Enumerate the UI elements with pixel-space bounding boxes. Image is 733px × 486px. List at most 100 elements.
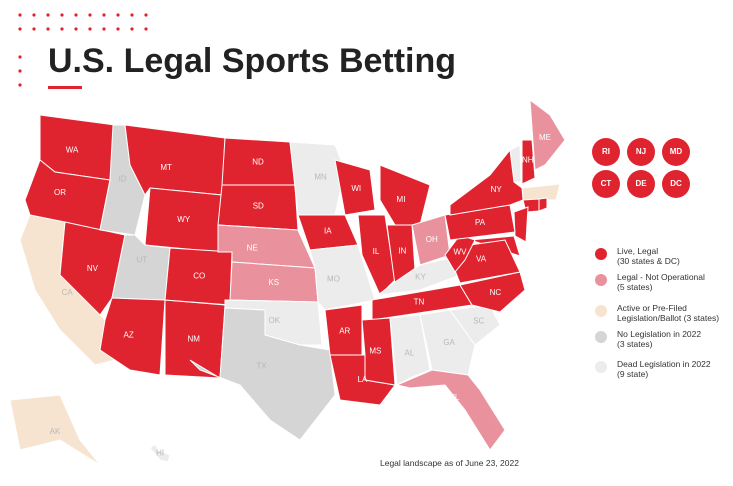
state-badge-label: NJ — [636, 147, 646, 156]
state-label: OK — [269, 316, 281, 325]
state-badge — [627, 170, 655, 198]
state-badge — [592, 170, 620, 198]
title-underline — [48, 86, 82, 89]
state-label: WY — [177, 215, 191, 224]
state-label: WI — [351, 184, 361, 193]
map — [9, 98, 566, 466]
state-label: TX — [257, 361, 268, 370]
state — [449, 148, 524, 216]
state-badge — [662, 138, 690, 166]
state-badge-label: CT — [601, 179, 612, 188]
state-label: SD — [253, 201, 264, 210]
state — [289, 141, 346, 216]
dot — [18, 27, 22, 31]
state-label: AK — [50, 427, 61, 436]
dot — [18, 83, 22, 87]
state-badge — [627, 138, 655, 166]
state — [189, 307, 336, 441]
legend-note: (5 states) — [617, 282, 653, 292]
legend-label: Live, Legal — [617, 246, 658, 256]
state-label: MS — [369, 347, 381, 356]
dot — [116, 13, 120, 17]
dot — [74, 27, 78, 31]
state-label: MI — [397, 195, 406, 204]
dot — [32, 13, 36, 17]
dot — [18, 69, 22, 73]
state — [59, 221, 126, 316]
state-label: OH — [426, 235, 438, 244]
legend-note: Legislation/Ballot (3 states) — [617, 313, 719, 323]
dot — [130, 13, 134, 17]
state-label: FL — [450, 393, 460, 402]
dot — [88, 27, 92, 31]
dot — [32, 27, 36, 31]
state — [529, 98, 566, 171]
dot — [116, 27, 120, 31]
state — [361, 317, 396, 386]
state-badge-label: MD — [670, 147, 683, 156]
legend-note: (9 state) — [617, 369, 648, 379]
state-label: NV — [87, 264, 99, 273]
legend-label: Legal - Not Operational — [617, 272, 705, 282]
state — [334, 159, 376, 216]
legend-swatch — [595, 331, 607, 343]
legend-swatch — [595, 305, 607, 317]
state-label: ND — [252, 158, 264, 167]
state-label: AZ — [124, 331, 134, 340]
state-label: CA — [62, 288, 74, 297]
state-label: MN — [314, 173, 327, 182]
state-badge — [592, 138, 620, 166]
state-label: KS — [268, 278, 279, 287]
legend-swatch — [595, 361, 607, 373]
dot — [60, 27, 64, 31]
state-label: AL — [405, 348, 415, 357]
dot — [46, 13, 50, 17]
state-label: WA — [66, 146, 79, 155]
state — [124, 124, 226, 196]
state-label: NH — [522, 156, 534, 165]
state-label: LA — [358, 375, 368, 384]
state-label: ME — [539, 133, 551, 142]
dot — [88, 13, 92, 17]
state-label: IL — [373, 247, 380, 256]
dot — [74, 13, 78, 17]
state-badge — [662, 170, 690, 198]
dot — [46, 27, 50, 31]
state-label: NC — [490, 288, 502, 297]
state-label: OR — [54, 188, 66, 197]
footnote: Legal landscape as of June 23, 2022 — [380, 458, 519, 468]
legend-note: (30 states & DC) — [617, 256, 680, 266]
dot — [102, 27, 106, 31]
state-label: ID — [119, 174, 127, 183]
title: U.S. Legal Sports Betting — [48, 42, 456, 80]
state — [9, 394, 101, 466]
dot — [18, 13, 22, 17]
dot — [144, 27, 148, 31]
state — [389, 314, 431, 386]
state-label: MO — [327, 274, 340, 283]
state-ma — [521, 183, 561, 201]
state-label: TN — [414, 298, 425, 307]
state-label: MT — [160, 163, 172, 172]
state-label: SC — [473, 316, 484, 325]
legend-label: Active or Pre-Filed — [617, 303, 687, 313]
state-label: IA — [324, 226, 332, 235]
state-badge-label: DE — [635, 179, 647, 188]
decor-dots — [18, 13, 148, 87]
state-label: HI — [156, 448, 164, 457]
dot — [130, 27, 134, 31]
legend-label: Dead Legislation in 2022 — [617, 359, 711, 369]
state-label: WV — [454, 248, 468, 257]
dot — [144, 13, 148, 17]
legend-note: (3 states) — [617, 339, 653, 349]
state — [395, 369, 506, 451]
state-label: IN — [398, 246, 406, 255]
state-label: PA — [475, 218, 486, 227]
dot — [60, 13, 64, 17]
state-label: VA — [476, 255, 487, 264]
legend-swatch — [595, 274, 607, 286]
state-nj — [513, 206, 529, 243]
state-badge-label: RI — [602, 147, 610, 156]
state — [149, 443, 171, 463]
